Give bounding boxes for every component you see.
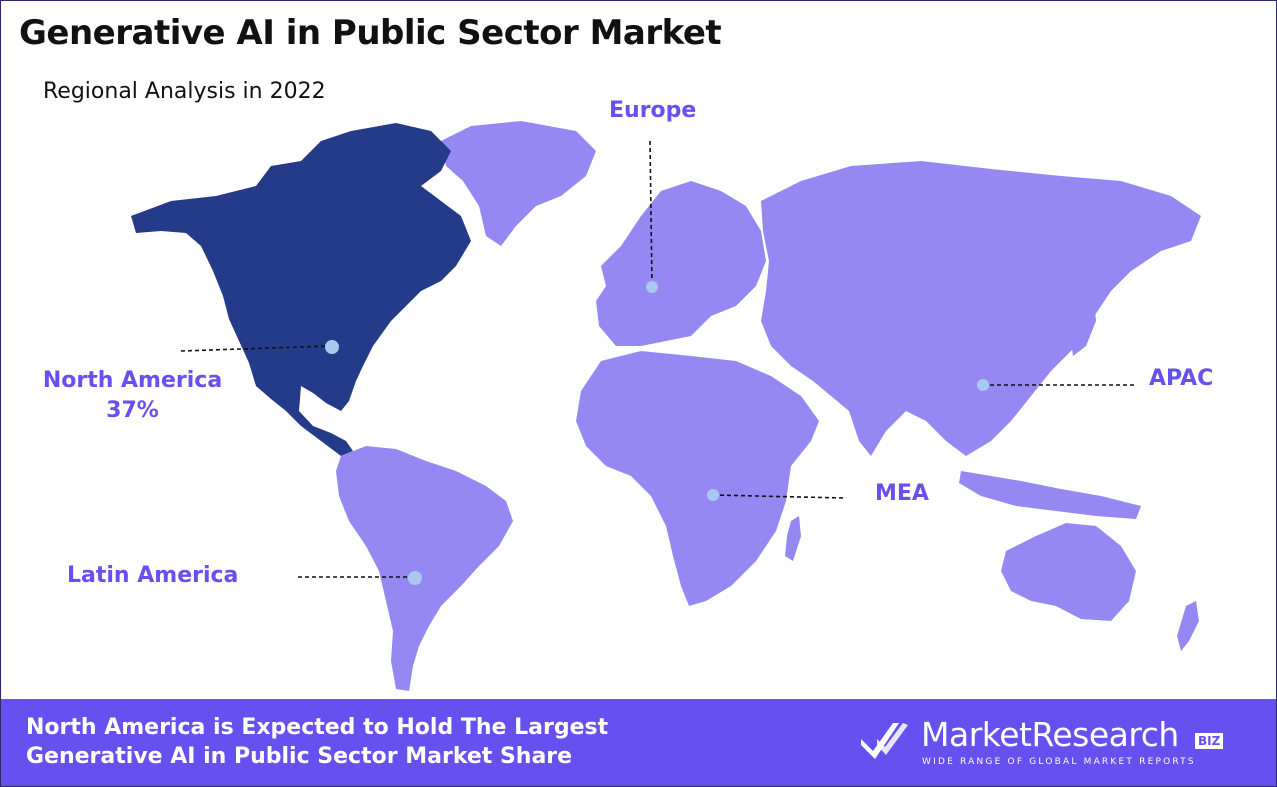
banner-line-1: North America is Expected to Hold The La… — [26, 715, 609, 740]
europe-marker — [646, 281, 658, 293]
region-label-europe: Europe — [609, 96, 696, 126]
double-check-icon — [861, 723, 908, 759]
europe-leader — [649, 140, 653, 287]
australia-shape — [1001, 523, 1136, 621]
latin-america-shape — [336, 446, 513, 691]
banner-headline: North America is Expected to Hold The La… — [26, 713, 726, 771]
asia-shape — [761, 161, 1201, 456]
africa-shape — [576, 351, 819, 606]
region-name: Latin America — [67, 563, 239, 588]
logo-badge: BIZ — [1195, 733, 1224, 749]
north-america-marker — [325, 340, 339, 354]
apac-marker — [977, 379, 989, 391]
region-name: Europe — [609, 98, 697, 123]
world-map — [131, 121, 1201, 691]
north-america-shape — [131, 123, 471, 456]
mea-marker — [707, 489, 719, 501]
greenland — [441, 121, 596, 246]
region-label-north-america: North America 37% — [35, 366, 230, 426]
new-zealand-shape — [1177, 601, 1199, 651]
footer-banner: North America is Expected to Hold The La… — [1, 699, 1276, 786]
region-name: MEA — [875, 481, 929, 506]
region-name: North America — [42, 368, 223, 393]
europe-shape — [596, 181, 766, 346]
logo-wordmark: MarketResearch — [921, 715, 1179, 754]
brand-logo: MarketResearch BIZ WIDE RANGE OF GLOBAL … — [859, 715, 1249, 775]
page-subtitle: Regional Analysis in 2022 — [43, 79, 326, 104]
mea-leader — [712, 494, 845, 499]
indonesia-shape — [959, 471, 1141, 519]
japan-shape — [1071, 291, 1096, 356]
madagascar-shape — [785, 516, 801, 561]
latin-america-marker — [408, 571, 422, 585]
logo-tagline: WIDE RANGE OF GLOBAL MARKET REPORTS — [922, 757, 1196, 767]
region-share: 37% — [106, 398, 159, 423]
region-label-mea: MEA — [875, 479, 929, 509]
region-name: APAC — [1149, 366, 1214, 391]
region-label-latin-america: Latin America — [67, 561, 238, 591]
banner-line-2: Generative AI in Public Sector Market Sh… — [26, 744, 573, 769]
page-title: Generative AI in Public Sector Market — [19, 13, 722, 53]
region-label-apac: APAC — [1149, 364, 1213, 394]
